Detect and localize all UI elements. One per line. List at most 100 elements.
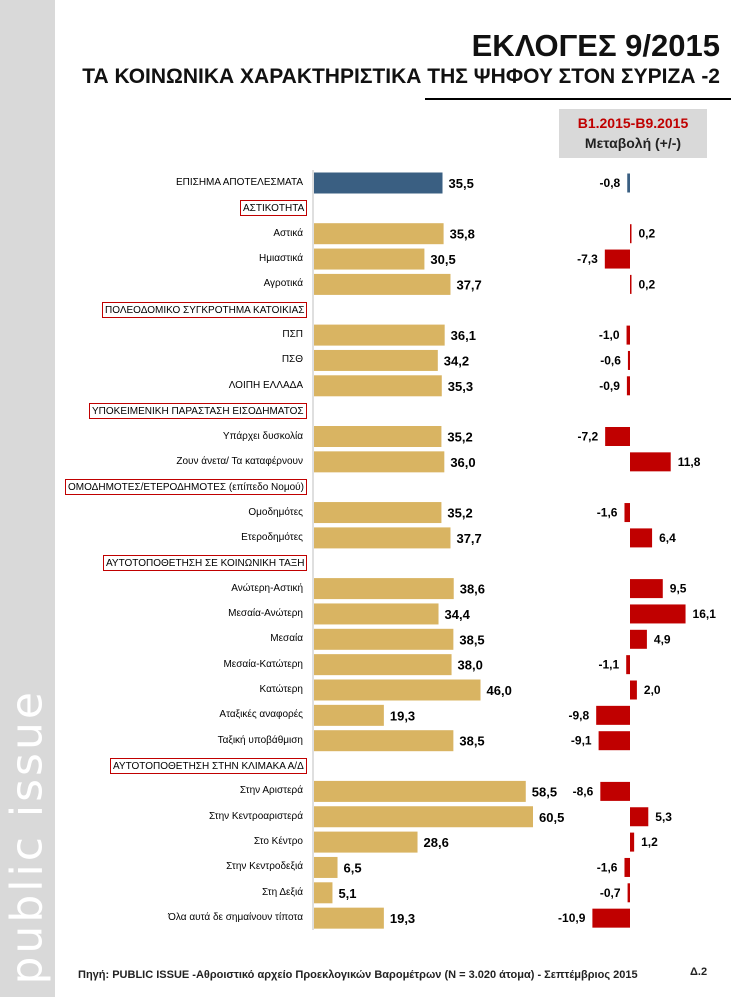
change-label: -0,6 [600, 353, 621, 367]
change-label: -9,8 [569, 708, 590, 722]
change-label: 11,8 [678, 455, 701, 469]
value-label: 38,6 [460, 582, 485, 597]
value-bar [314, 603, 439, 625]
change-label: 5,3 [655, 810, 672, 824]
change-bar [624, 857, 630, 877]
value-label: 35,3 [448, 379, 473, 394]
page-subtitle: ΤΑ ΚΟΙΝΩΝΙΚΑ ΧΑΡΑΚΤΗΡΙΣΤΙΚΑ ΤΗΣ ΨΗΦΟΥ ΣΤ… [82, 65, 720, 88]
value-bar [314, 831, 418, 853]
change-label: 4,9 [654, 632, 671, 646]
value-label: 36,1 [451, 328, 476, 343]
change-subtitle-label: Μεταβολή (+/-) [584, 135, 682, 151]
change-label: -7,3 [577, 252, 598, 266]
value-bar [314, 780, 526, 802]
page-title: ΕΚΛΟΓΕΣ 9/2015 [471, 28, 720, 63]
change-label: 0,2 [639, 277, 656, 291]
value-bar [314, 502, 442, 524]
row-label: Υπάρχει δυσκολία [222, 430, 303, 442]
change-label: -0,8 [600, 176, 621, 190]
row-label: Ζουν άνετα/ Τα καταφέρνουν [176, 455, 303, 467]
value-bar [314, 273, 451, 295]
section-header: ΑΥΤΟΤΟΠΟΘΕΤΗΣΗ ΣΕ ΚΟΙΝΩΝΙΚΗ ΤΑΞΗ [103, 555, 308, 572]
change-label: 2,0 [644, 683, 661, 697]
row-label: Ημιαστικά [259, 253, 303, 265]
change-bar [626, 376, 630, 396]
value-label: 6,5 [344, 860, 362, 875]
value-bar [314, 426, 442, 447]
value-label: 30,5 [430, 252, 455, 267]
change-bar [630, 680, 637, 700]
value-label: 35,5 [449, 176, 474, 191]
value-bar [314, 451, 445, 473]
row-label: Μεσαία-Ανώτερη [228, 607, 303, 619]
row-label: Ανώτερη-Αστική [231, 582, 303, 594]
change-label: 16,1 [693, 607, 717, 621]
side-band: public issue [0, 0, 55, 997]
value-label: 34,2 [444, 353, 469, 368]
value-bar [314, 679, 481, 701]
change-label: 9,5 [670, 582, 687, 596]
value-label: 36,0 [450, 455, 475, 470]
change-bar [605, 427, 630, 446]
value-bar [314, 578, 454, 600]
value-label: 38,5 [459, 632, 484, 647]
value-label: 35,8 [450, 227, 475, 242]
change-bar [624, 503, 630, 523]
change-bar [630, 452, 671, 472]
value-bar [314, 248, 425, 270]
row-label: ΕΠΙΣΗΜΑ ΑΠΟΤΕΛΕΣΜΑΤΑ [175, 177, 303, 188]
row-label: ΛΟΙΠΗ ΕΛΛΑΔΑ [228, 379, 303, 391]
row-label: Μεσαία [270, 633, 303, 645]
change-label: -0,9 [599, 379, 620, 393]
row-label: Στη Δεξιά [261, 886, 303, 898]
row-label: Ετεροδημότες [241, 531, 303, 543]
section-header: ΑΥΤΟΤΟΠΟΘΕΤΗΣΗ ΣΤΗΝ ΚΛΙΜΑΚΑ Α/Δ [110, 758, 307, 775]
change-bar [627, 350, 630, 370]
change-bar [630, 579, 663, 599]
row-label: Ταξική υποβάθμιση [217, 734, 303, 746]
change-label: -10,9 [558, 911, 586, 925]
change-bar [630, 604, 686, 624]
change-label: -7,2 [577, 430, 598, 444]
change-bar [630, 807, 649, 827]
row-label: Όλα αυτά δε σημαίνουν τίποτα [168, 912, 303, 924]
change-bar [630, 224, 632, 244]
value-bar [314, 907, 384, 929]
section-header: ΥΠΟΚΕΙΜΕΝΙΚΗ ΠΑΡΑΣΤΑΣΗ ΕΙΣΟΔΗΜΑΤΟΣ [89, 403, 307, 420]
value-bar [314, 375, 442, 397]
value-label: 35,2 [447, 506, 472, 521]
change-period-label: Β1.2015-Β9.2015 [577, 115, 689, 131]
change-bar [630, 274, 632, 294]
change-label: -1,6 [597, 860, 618, 874]
value-label: 19,3 [390, 708, 415, 723]
value-bar [314, 172, 443, 194]
value-label: 5,1 [338, 886, 356, 901]
change-column-header: Β1.2015-Β9.2015 Μεταβολή (+/-) [559, 109, 707, 158]
section-header: ΑΣΤΙΚΟΤΗΤΑ [240, 200, 308, 217]
row-label: ΠΣΘ [281, 354, 303, 366]
source-footnote: Πηγή: PUBLIC ISSUE -Αθροιστικό αρχείο Πρ… [78, 969, 638, 981]
title-divider [425, 98, 731, 100]
row-label: Στο Κέντρο [253, 836, 303, 848]
change-label: -8,6 [573, 784, 594, 798]
section-header: ΟΜΟΔΗΜΟΤΕΣ/ΕΤΕΡΟΔΗΜΟΤΕΣ (επίπεδο Νομού) [65, 479, 307, 496]
value-label: 38,0 [458, 658, 483, 673]
value-bar [314, 628, 454, 650]
row-label: Ομοδημότες [248, 506, 303, 518]
value-bar [314, 527, 451, 549]
value-bar [314, 806, 534, 828]
change-bar [626, 655, 630, 675]
value-bar [314, 324, 445, 346]
value-bar [314, 856, 338, 878]
change-bar [627, 883, 630, 903]
row-label: Στην Κεντροαριστερά [208, 810, 303, 822]
value-label: 35,2 [447, 430, 472, 445]
change-bar [627, 173, 630, 193]
change-bar [630, 528, 653, 548]
value-label: 60,5 [539, 810, 564, 825]
value-label: 37,7 [456, 531, 481, 546]
change-label: -1,6 [597, 506, 618, 520]
value-bar [314, 882, 333, 904]
change-label: 6,4 [659, 531, 676, 545]
